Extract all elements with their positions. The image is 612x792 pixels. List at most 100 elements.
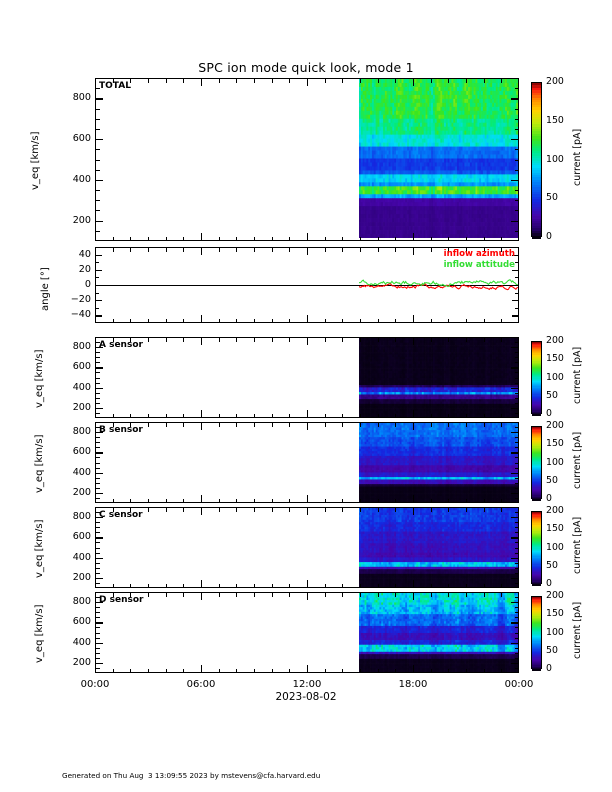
tick-mark	[501, 498, 503, 503]
tick-mark	[95, 269, 102, 272]
colorbar-segment	[532, 346, 541, 349]
tick-mark	[342, 422, 344, 427]
tick-mark	[448, 668, 450, 673]
tick-mark	[201, 580, 203, 588]
colorbar-segment	[532, 525, 541, 528]
colorbar-segment	[532, 356, 541, 359]
colorbar-sensor-a	[531, 341, 542, 416]
tick-mark	[360, 422, 361, 427]
x-tick-label: 12:00	[292, 679, 322, 690]
colorbar-segment	[532, 344, 541, 346]
tick-mark	[466, 583, 467, 588]
colorbar-segment	[532, 583, 541, 586]
colorbar-segment	[532, 619, 541, 622]
colorbar-segment	[532, 433, 541, 436]
tick-mark	[395, 668, 397, 673]
colorbar-segment	[532, 436, 541, 438]
colorbar-segment	[532, 360, 541, 362]
tick-mark	[95, 382, 100, 384]
colorbar-segment	[532, 124, 541, 128]
tick-mark	[95, 582, 100, 584]
tick-mark	[342, 583, 344, 588]
tick-mark	[95, 482, 100, 484]
tick-mark	[236, 337, 238, 342]
panel-total	[95, 78, 519, 241]
tick-mark	[254, 668, 255, 673]
tick-mark	[289, 247, 291, 252]
tick-mark	[236, 413, 238, 418]
colorbar-segment	[532, 218, 541, 222]
panel-sensor-c	[95, 507, 519, 588]
tick-mark	[95, 497, 100, 499]
tick-mark	[377, 337, 379, 342]
colorbar-segment	[532, 119, 541, 123]
tick-mark	[514, 582, 519, 584]
tick-mark	[95, 262, 99, 264]
colorbar-segment	[532, 658, 541, 661]
colorbar-tick-label: 150	[546, 353, 564, 365]
tick-mark	[324, 422, 326, 427]
colorbar-segment	[532, 667, 541, 670]
angle-tick-label: 40	[78, 248, 91, 260]
tick-mark	[377, 413, 379, 418]
colorbar-segment	[532, 363, 541, 366]
colorbar-segment	[532, 608, 541, 611]
tick-mark	[448, 422, 450, 427]
colorbar-segment	[532, 580, 541, 583]
tick-mark	[95, 88, 100, 90]
colorbar-segment	[532, 389, 541, 392]
colorbar-segment	[532, 107, 541, 111]
colorbar-segment	[532, 527, 541, 530]
tick-mark	[430, 507, 432, 512]
tick-mark	[183, 337, 185, 342]
colorbar-segment	[532, 95, 541, 99]
tick-mark	[430, 422, 432, 427]
tick-mark	[514, 527, 519, 529]
tick-mark	[430, 592, 432, 597]
colorbar-segment	[532, 373, 541, 376]
colorbar-segment	[532, 343, 541, 345]
tick-mark	[95, 477, 100, 479]
tick-mark	[183, 498, 185, 503]
tick-mark	[95, 190, 100, 192]
colorbar-segment	[532, 615, 541, 617]
colorbar-axis-label: current [pA]	[572, 601, 583, 659]
tick-mark	[483, 668, 485, 673]
tick-mark	[183, 507, 185, 512]
colorbar-segment	[532, 559, 541, 562]
tick-mark	[254, 592, 255, 597]
tick-mark	[395, 78, 397, 83]
x-tick-label: 00:00	[80, 679, 110, 690]
colorbar-segment	[532, 85, 541, 89]
tick-mark	[95, 422, 97, 430]
colorbar-segment	[532, 388, 541, 391]
colorbar-segment	[532, 543, 541, 546]
sensor-c-data-region	[359, 508, 518, 587]
colorbar-segment	[532, 599, 541, 601]
angle-legend: inflow azimuth inflow attitude	[379, 249, 515, 270]
colorbar-segment	[532, 630, 541, 632]
tick-mark	[218, 413, 220, 418]
colorbar-segment	[532, 90, 541, 94]
colorbar-segment	[532, 612, 541, 615]
y-tick-label: 400	[72, 636, 91, 648]
tick-mark	[95, 285, 102, 287]
colorbar-segment	[532, 547, 541, 550]
colorbar-segment	[532, 376, 541, 378]
colorbar-segment	[532, 558, 541, 561]
tick-mark	[324, 337, 326, 342]
tick-mark	[514, 462, 519, 464]
tick-mark	[201, 315, 203, 323]
colorbar-segment	[532, 644, 541, 647]
tick-mark	[95, 315, 97, 323]
tick-mark	[360, 668, 361, 673]
tick-mark	[360, 583, 361, 588]
tick-mark	[112, 583, 114, 588]
colorbar-segment	[532, 561, 541, 563]
tick-mark	[95, 402, 100, 404]
tick-mark	[501, 78, 503, 83]
tick-mark	[95, 367, 103, 369]
colorbar-segment	[532, 522, 541, 524]
colorbar-segment	[532, 535, 541, 538]
x-tick-label: 18:00	[398, 679, 428, 690]
